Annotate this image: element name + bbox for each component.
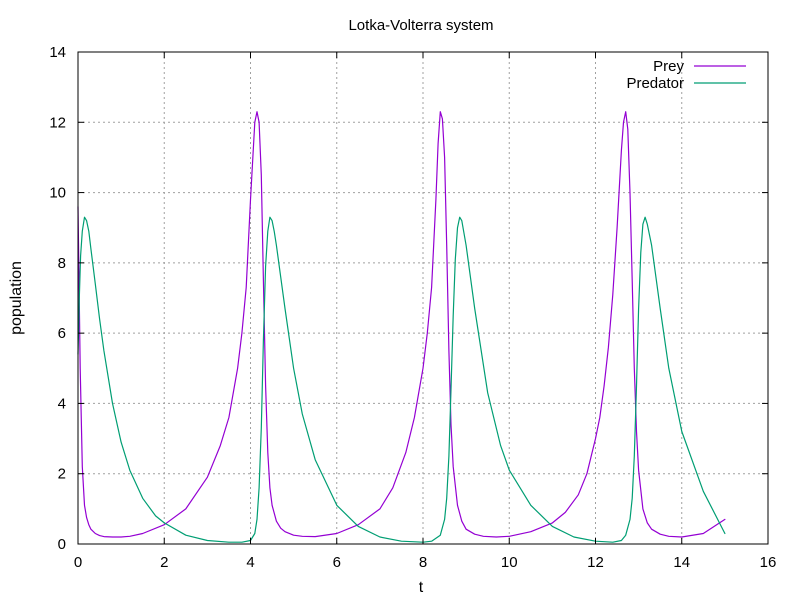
plot-area — [77, 111, 726, 543]
grid — [78, 52, 768, 544]
y-tick-label: 12 — [49, 114, 66, 131]
y-axis-label: population — [8, 261, 25, 335]
y-tick-label: 14 — [49, 44, 66, 61]
series-line-predator — [77, 216, 726, 543]
series-line-prey — [77, 111, 726, 538]
x-tick-label: 10 — [501, 554, 518, 571]
y-tick-label: 2 — [58, 466, 66, 483]
y-tick-label: 4 — [58, 395, 66, 412]
x-tick-label: 0 — [74, 554, 82, 571]
x-axis-label: t — [419, 579, 424, 596]
x-tick-label: 4 — [246, 554, 254, 571]
legend-label-predator: Predator — [626, 75, 684, 92]
x-tick-label: 2 — [160, 554, 168, 571]
axis-ticks: 0 2 4 6 8 10 12 14 16 0 2 4 6 8 10 12 14 — [49, 44, 776, 571]
x-tick-label: 6 — [333, 554, 341, 571]
chart-title: Lotka-Volterra system — [348, 17, 493, 34]
y-tick-label: 6 — [58, 325, 66, 342]
x-tick-label: 14 — [673, 554, 690, 571]
x-tick-label: 8 — [419, 554, 427, 571]
legend-label-prey: Prey — [653, 58, 684, 75]
x-tick-label: 12 — [587, 554, 604, 571]
y-tick-label: 0 — [58, 536, 66, 553]
x-tick-label: 16 — [760, 554, 777, 571]
y-tick-label: 8 — [58, 255, 66, 272]
y-tick-label: 10 — [49, 185, 66, 202]
